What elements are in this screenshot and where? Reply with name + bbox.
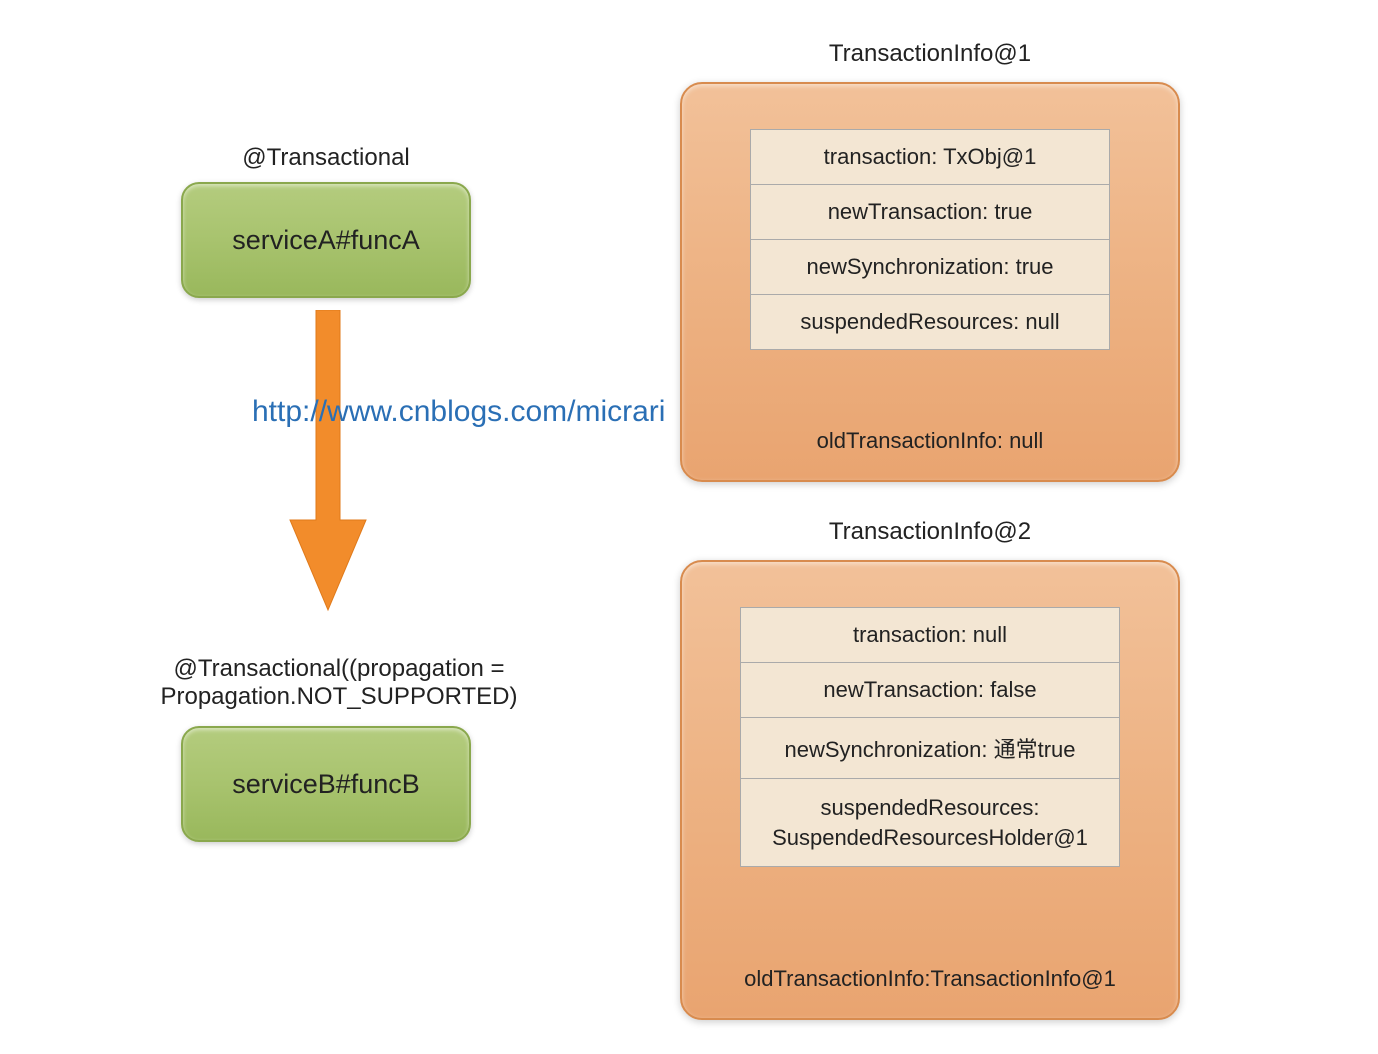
panel2-table: transaction: null newTransaction: false … [740,607,1120,867]
service-a-box: serviceA#funcA [181,182,471,298]
panel2-footer: oldTransactionInfo:TransactionInfo@1 [682,966,1178,992]
panel1-row: suspendedResources: null [751,294,1109,349]
panel2-row: transaction: null [741,608,1119,662]
transaction-info-1-panel: transaction: TxObj@1 newTransaction: tru… [680,82,1180,482]
transaction-info-2-panel: transaction: null newTransaction: false … [680,560,1180,1020]
service-b-box: serviceB#funcB [181,726,471,842]
panel2-row: newSynchronization: 通常true [741,717,1119,778]
service-b-label: serviceB#funcB [232,769,420,800]
panel1-row: transaction: TxObj@1 [751,130,1109,184]
panel2-row: newTransaction: false [741,662,1119,717]
watermark-link: http://www.cnblogs.com/micrari [252,395,665,429]
panel1-title: TransactionInfo@1 [680,40,1180,68]
annotation-transactional-top: @Transactional [181,144,471,172]
service-a-label: serviceA#funcA [232,225,420,256]
panel2-row-line: SuspendedResourcesHolder@1 [772,825,1088,850]
panel2-row-line: suspendedResources: [821,795,1040,820]
panel2-title: TransactionInfo@2 [680,518,1180,546]
panel1-row: newTransaction: true [751,184,1109,239]
arrow-down-icon [288,310,368,616]
panel2-row: suspendedResources: SuspendedResourcesHo… [741,778,1119,866]
panel1-footer: oldTransactionInfo: null [682,428,1178,454]
panel1-table: transaction: TxObj@1 newTransaction: tru… [750,129,1110,350]
annotation-transactional-bottom: @Transactional((propagation = Propagatio… [9,655,669,711]
panel1-row: newSynchronization: true [751,239,1109,294]
